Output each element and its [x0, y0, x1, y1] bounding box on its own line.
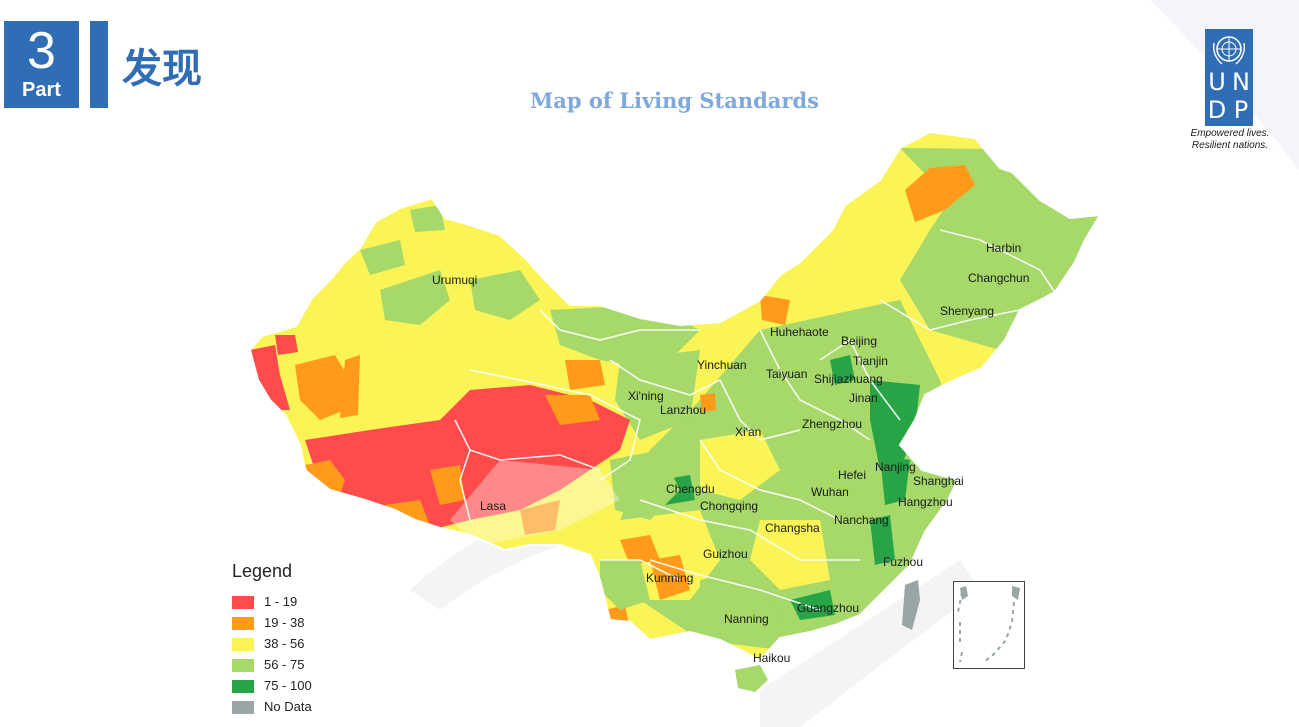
- city-label-wuhan: Wuhan: [811, 485, 849, 499]
- legend-item: No Data: [232, 699, 312, 720]
- city-label-harbin: Harbin: [986, 241, 1022, 255]
- city-label-xian: Xi'an: [735, 425, 762, 439]
- legend-item: 38 - 56: [232, 636, 304, 657]
- city-label-hangzhou: Hangzhou: [898, 495, 953, 509]
- legend-swatch-gray: [232, 701, 254, 714]
- section-title: 发现: [122, 46, 202, 92]
- city-label-nanchang: Nanchang: [834, 513, 889, 527]
- part-number: 3: [27, 22, 56, 80]
- province-borders: [454, 229, 1061, 611]
- city-label-chongqing: Chongqing: [700, 499, 759, 513]
- legend-swatch-dark-green: [232, 680, 254, 693]
- un-emblem-icon: [1212, 36, 1246, 65]
- city-label-shanghai: Shanghai: [913, 474, 964, 488]
- city-label-changchun: Changchun: [968, 271, 1030, 285]
- city-label-jinan: Jinan: [849, 391, 878, 405]
- legend-label: 56 - 75: [264, 657, 305, 672]
- city-label-zhengzhou: Zhengzhou: [802, 417, 863, 431]
- city-label-yinchuan: Yinchuan: [697, 358, 747, 372]
- map-title: Map of Living Standards: [530, 88, 819, 113]
- city-label-huhehaote: Huhehaote: [770, 325, 829, 339]
- logo-letter-d: D: [1207, 96, 1227, 124]
- undp-tagline: Empowered lives. Resilient nations.: [1180, 128, 1280, 152]
- legend-label: 1 - 19: [264, 594, 298, 609]
- city-label-nanning: Nanning: [724, 612, 769, 626]
- legend-item: 19 - 38: [232, 615, 304, 636]
- legend-swatch-red: [232, 596, 254, 609]
- legend-item: 56 - 75: [232, 657, 304, 678]
- taiwan-island: [902, 580, 920, 630]
- logo-letter-p: P: [1233, 96, 1249, 124]
- city-label-changsha: Changsha: [765, 521, 820, 535]
- city-label-shenyang: Shenyang: [940, 304, 995, 318]
- legend-swatch-orange: [232, 617, 254, 630]
- legend-label: 19 - 38: [264, 615, 305, 630]
- legend-title: Legend: [232, 561, 293, 581]
- legend-swatch-light-green: [232, 659, 254, 672]
- legend-label: 75 - 100: [264, 678, 312, 693]
- title-accent-bar: [90, 21, 108, 108]
- logo-letter-n: N: [1232, 68, 1250, 96]
- legend-item: 75 - 100: [232, 678, 312, 699]
- south-china-sea-inset: [953, 581, 1025, 669]
- city-label-taiyuan: Taiyuan: [766, 367, 808, 381]
- city-label-lasa: Lasa: [480, 499, 507, 513]
- city-label-guangzhou: Guangzhou: [797, 601, 860, 615]
- city-label-haikou: Haikou: [753, 651, 791, 665]
- undp-logo: U N D P: [1205, 29, 1253, 126]
- city-label-urumuqi: Urumuqi: [432, 273, 478, 287]
- city-label-xining: Xi'ning: [628, 389, 664, 403]
- city-label-kunming: Kunming: [646, 571, 694, 585]
- tagline-line-1: Empowered lives.: [1190, 128, 1270, 139]
- map-legend: Legend 1 - 19 19 - 38 38 - 56 56 - 75 75…: [232, 561, 312, 720]
- city-label-guizhou: Guizhou: [703, 547, 748, 561]
- city-label-tianjin: Tianjin: [853, 354, 888, 368]
- legend-item: 1 - 19: [232, 594, 297, 615]
- city-label-chengdu: Chengdu: [666, 482, 715, 496]
- city-label-hefei: Hefei: [838, 468, 867, 482]
- inset-map: [957, 586, 1020, 663]
- part-word: Part: [22, 79, 61, 101]
- legend-label: No Data: [264, 699, 312, 714]
- legend-label: 38 - 56: [264, 636, 305, 651]
- tagline-line-2: Resilient nations.: [1191, 140, 1269, 151]
- city-label-shijiazhuang: Shijiazhuang: [814, 372, 883, 386]
- city-label-fuzhou: Fuzhou: [883, 555, 924, 569]
- map-outline: [248, 130, 1102, 662]
- hainan-island: [735, 665, 768, 692]
- city-label-lanzhou: Lanzhou: [660, 403, 707, 417]
- part-badge: 3 Part: [4, 21, 79, 108]
- city-label-nanjing: Nanjing: [875, 460, 916, 474]
- legend-swatch-yellow: [232, 638, 254, 651]
- city-label-beijing: Beijing: [841, 334, 878, 348]
- logo-letter-u: U: [1208, 68, 1226, 96]
